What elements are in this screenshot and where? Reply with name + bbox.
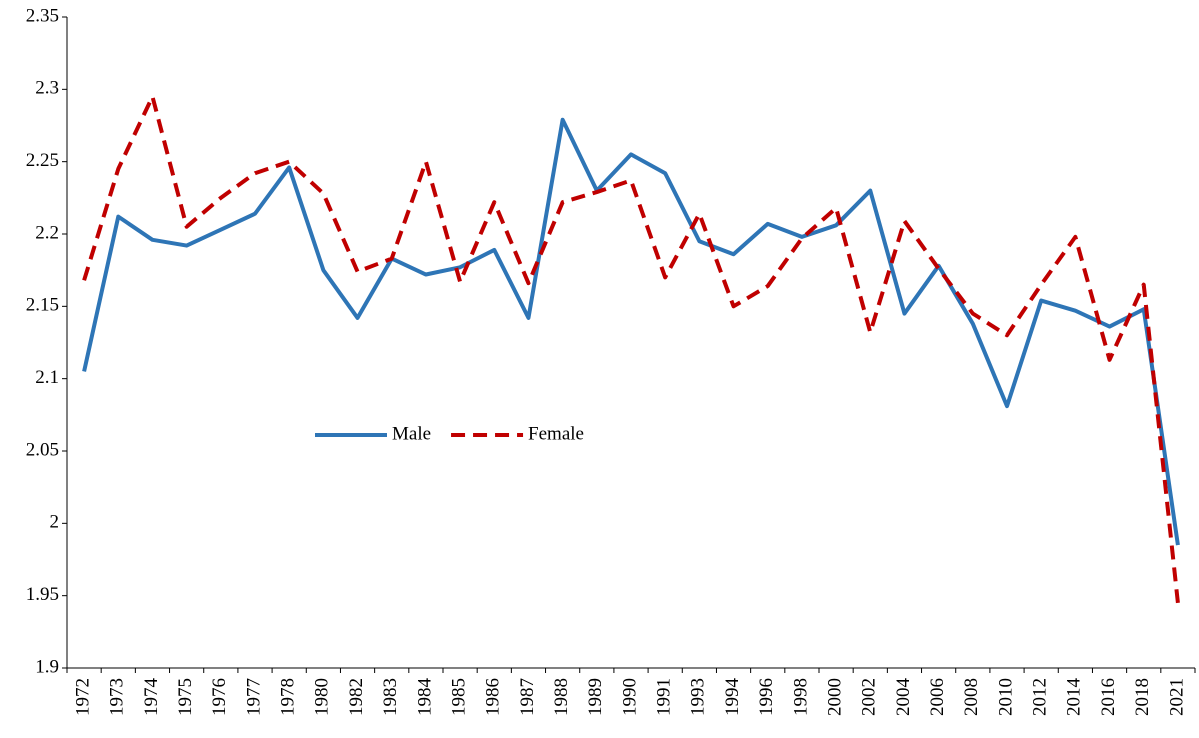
x-tick-label: 2018 xyxy=(1132,678,1153,716)
x-tick-label: 1976 xyxy=(209,678,230,716)
x-tick-label: 1977 xyxy=(243,678,264,716)
x-tick-label: 1998 xyxy=(790,678,811,716)
x-tick-label: 1987 xyxy=(517,678,538,716)
x-tick-label: 1973 xyxy=(107,678,128,716)
x-tick-label: 2021 xyxy=(1166,678,1187,716)
x-tick-label: 2006 xyxy=(927,678,948,716)
legend-label: Male xyxy=(392,423,431,444)
x-tick-label: 1975 xyxy=(175,678,196,716)
x-tick-label: 1994 xyxy=(722,678,743,717)
x-tick-label: 1980 xyxy=(312,678,333,716)
x-tick-label: 1990 xyxy=(619,678,640,716)
x-tick-label: 1983 xyxy=(380,678,401,716)
line-series xyxy=(82,117,1180,546)
x-tick-label: 2004 xyxy=(893,678,914,717)
x-tick-label: 1984 xyxy=(414,678,435,717)
x-tick-label: 2000 xyxy=(824,678,845,716)
x-tick-label: 2008 xyxy=(961,678,982,716)
x-tick-label: 2012 xyxy=(1030,678,1051,716)
y-tick-label: 1.95 xyxy=(26,584,59,605)
y-tick-label: 2.05 xyxy=(26,439,59,460)
x-tick-label: 1985 xyxy=(448,678,469,716)
x-tick-label: 2014 xyxy=(1064,678,1085,717)
legend-label: Female xyxy=(528,423,584,444)
y-tick-label: 2 xyxy=(50,512,60,533)
x-tick-label: 2002 xyxy=(859,678,880,716)
y-tick-label: 2.15 xyxy=(26,295,59,316)
y-tick-label: 2.35 xyxy=(26,5,59,26)
x-tick-label: 1972 xyxy=(72,678,93,716)
line-series xyxy=(82,94,1180,604)
x-tick-label: 1988 xyxy=(551,678,572,716)
x-tick-label: 1989 xyxy=(585,678,606,716)
x-tick-label: 1978 xyxy=(278,678,299,716)
x-tick-label: 2016 xyxy=(1098,678,1119,716)
y-tick-label: 2.25 xyxy=(26,150,59,171)
x-tick-label: 2010 xyxy=(995,678,1016,716)
y-tick-label: 2.2 xyxy=(35,222,59,243)
y-tick-label: 1.9 xyxy=(35,656,59,677)
y-tick-label: 2.3 xyxy=(35,78,59,99)
y-tick-label: 2.1 xyxy=(35,367,59,388)
x-tick-label: 1986 xyxy=(483,678,504,716)
x-tick-label: 1993 xyxy=(688,678,709,716)
x-tick-label: 1982 xyxy=(346,678,367,716)
x-tick-label: 1996 xyxy=(756,678,777,716)
x-tick-label: 1991 xyxy=(654,678,675,716)
x-tick-label: 1974 xyxy=(141,678,162,717)
